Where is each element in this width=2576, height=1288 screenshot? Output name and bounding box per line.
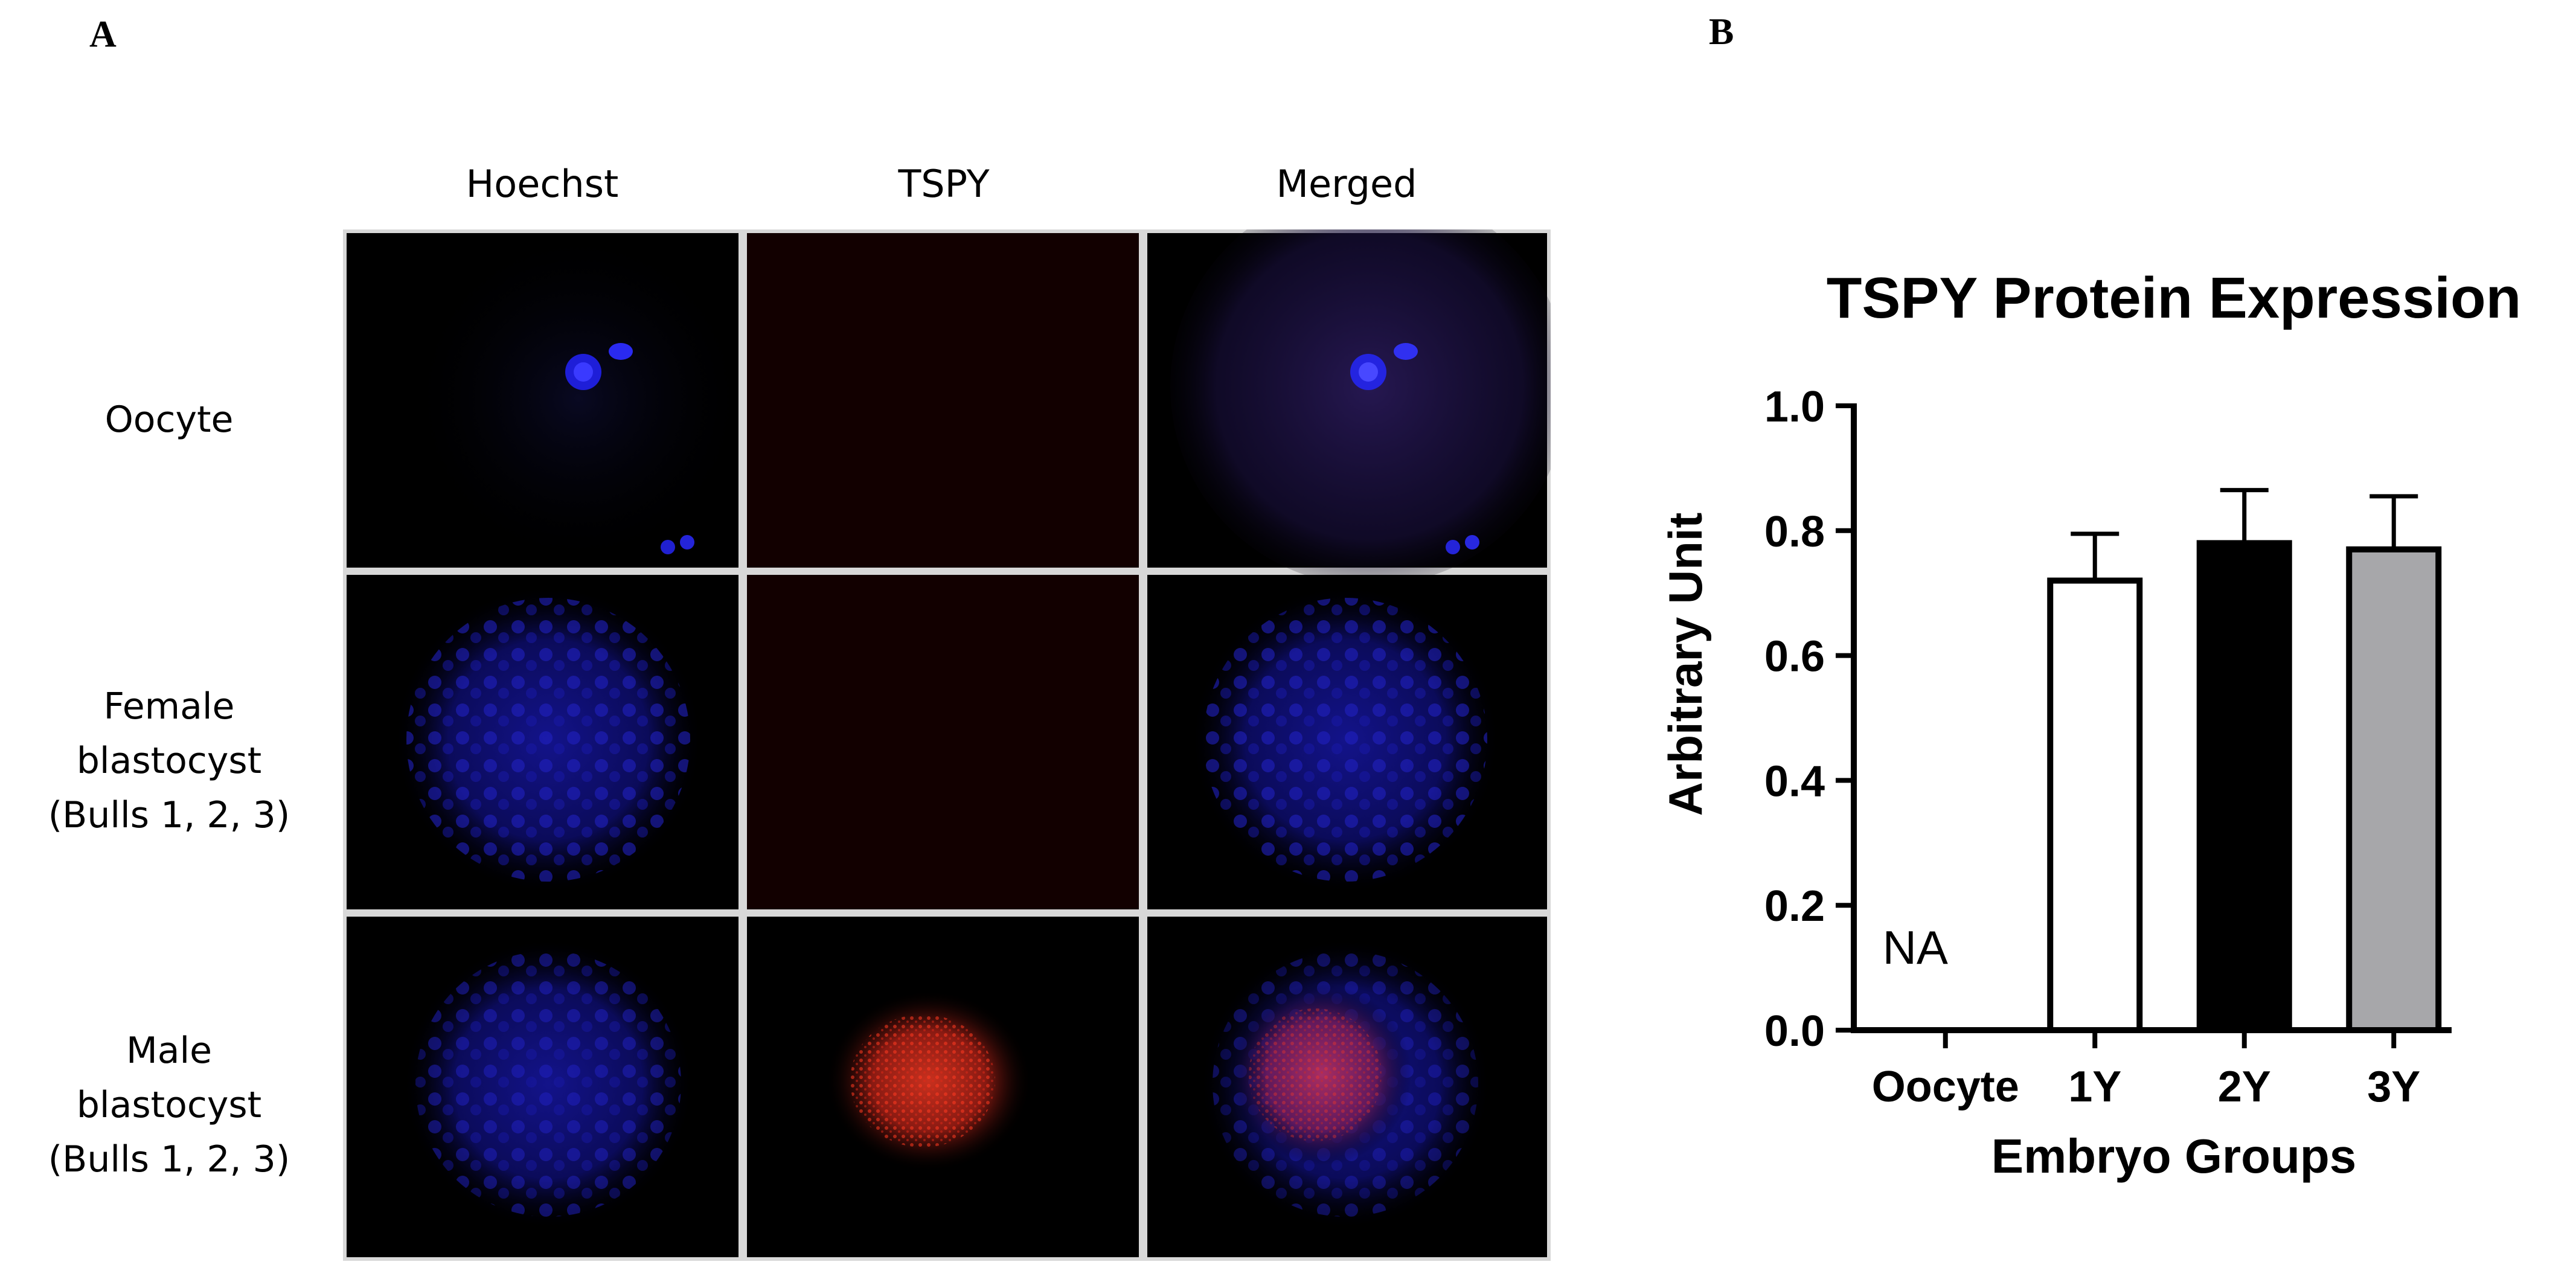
tspy-bar-chart: TSPY Protein Expression Arbitrary Unit E… bbox=[1630, 242, 2576, 1285]
bar-1y bbox=[2047, 577, 2143, 1033]
panel-a-letter: A bbox=[89, 14, 117, 55]
row-label-female-blastocyst: Female blastocyst (Bulls 1, 2, 3) bbox=[48, 685, 290, 836]
y-tick-label: 0.4 bbox=[1764, 757, 1825, 806]
row-label-male-blastocyst: Male blastocyst (Bulls 1, 2, 3) bbox=[48, 1030, 290, 1181]
x-axis-label: Embryo Groups bbox=[1991, 1129, 2357, 1183]
column-header-merged: Merged bbox=[1276, 162, 1417, 206]
y-axis-label: Arbitrary Unit bbox=[1659, 513, 1712, 816]
panel-b-letter: B bbox=[1709, 11, 1734, 53]
chart-title: TSPY Protein Expression bbox=[1827, 266, 2522, 330]
microscopy-image-grid bbox=[343, 229, 1551, 1261]
y-tick-label: 0.8 bbox=[1764, 508, 1825, 556]
chart-bars: NA bbox=[1883, 488, 2442, 1034]
microscopy-images bbox=[347, 229, 1551, 1257]
bar-3y bbox=[2346, 546, 2442, 1033]
x-tick-label: 2Y bbox=[2218, 1063, 2271, 1111]
x-tick-label: 3Y bbox=[2367, 1063, 2420, 1111]
na-annotation: NA bbox=[1883, 921, 1948, 974]
y-tick-label: 1.0 bbox=[1764, 383, 1825, 431]
chart-canvas: TSPY Protein Expression Arbitrary Unit E… bbox=[1659, 266, 2522, 1183]
y-tick-label: 0.2 bbox=[1764, 882, 1825, 931]
y-tick-label: 0.0 bbox=[1764, 1007, 1825, 1056]
x-tick-label: Oocyte bbox=[1872, 1063, 2019, 1111]
x-tick-label: 1Y bbox=[2068, 1063, 2121, 1111]
row-label-oocyte: Oocyte bbox=[104, 399, 234, 441]
column-header-tspy: TSPY bbox=[898, 162, 990, 206]
column-header-hoechst: Hoechst bbox=[466, 162, 619, 206]
y-tick-label: 0.6 bbox=[1764, 633, 1825, 681]
bar-2y bbox=[2196, 540, 2292, 1034]
chart-ticks: 0.0 0.2 0.4 0.6 0.8 1.0 Oocyte 1Y 2Y 3Y bbox=[1764, 383, 2420, 1111]
